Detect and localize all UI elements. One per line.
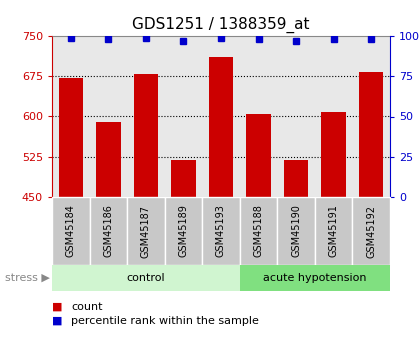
Text: GSM45186: GSM45186 <box>103 205 113 257</box>
Bar <box>277 197 315 265</box>
Bar <box>359 72 383 197</box>
Text: GSM45192: GSM45192 <box>366 205 376 257</box>
Text: GSM45187: GSM45187 <box>141 205 151 257</box>
Bar <box>352 197 390 265</box>
Bar <box>89 197 127 265</box>
Bar <box>321 112 346 197</box>
Bar <box>247 114 271 197</box>
Text: ■: ■ <box>52 302 63 312</box>
Bar <box>52 197 89 265</box>
Title: GDS1251 / 1388359_at: GDS1251 / 1388359_at <box>132 17 310 33</box>
Bar <box>134 73 158 197</box>
Text: count: count <box>71 302 102 312</box>
Text: GSM45190: GSM45190 <box>291 205 301 257</box>
Bar <box>58 78 83 197</box>
Text: stress ▶: stress ▶ <box>5 273 50 283</box>
Text: control: control <box>126 273 165 283</box>
Bar <box>202 197 240 265</box>
Bar <box>127 197 165 265</box>
Text: GSM45191: GSM45191 <box>329 205 339 257</box>
Text: acute hypotension: acute hypotension <box>263 273 367 283</box>
Text: GSM45188: GSM45188 <box>254 205 264 257</box>
Bar <box>284 160 308 197</box>
Bar <box>240 265 390 291</box>
Text: GSM45189: GSM45189 <box>178 205 189 257</box>
Bar <box>315 197 352 265</box>
Bar <box>96 122 121 197</box>
Bar <box>171 160 196 197</box>
Text: GSM45193: GSM45193 <box>216 205 226 257</box>
Text: ■: ■ <box>52 316 63 326</box>
Text: GSM45184: GSM45184 <box>66 205 76 257</box>
Bar <box>52 265 240 291</box>
Bar <box>240 197 277 265</box>
Bar <box>209 58 233 197</box>
Text: percentile rank within the sample: percentile rank within the sample <box>71 316 259 326</box>
Bar <box>165 197 202 265</box>
